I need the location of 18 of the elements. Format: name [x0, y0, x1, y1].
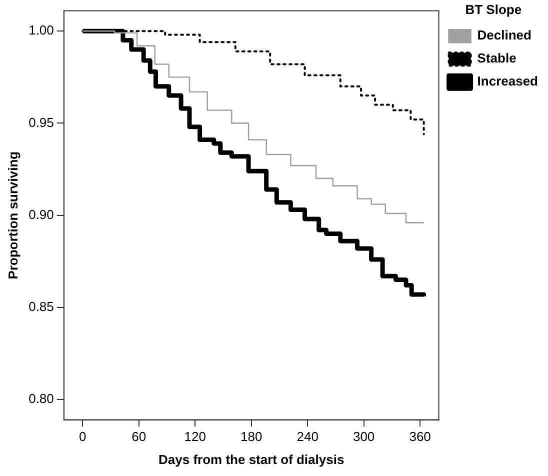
x-tick-label: 240 — [296, 429, 318, 444]
y-axis-title: Proportion surviving — [5, 151, 20, 280]
y-tick-label: 1.00 — [28, 22, 54, 38]
x-tick-label: 120 — [184, 429, 206, 444]
y-tick-label: 0.90 — [28, 206, 54, 222]
x-axis-title: Days from the start of dialysis — [158, 452, 344, 467]
y-tick-label: 0.95 — [28, 114, 54, 130]
x-tick-label: 60 — [132, 429, 146, 444]
y-tick-label: 0.85 — [28, 298, 54, 314]
x-tick-label: 0 — [79, 429, 86, 444]
legend-title: BT Slope — [465, 2, 522, 18]
legend-label: Declined — [477, 28, 532, 43]
legend-label: Increased — [477, 74, 538, 89]
x-tick-label: 180 — [240, 429, 262, 444]
legend-label: Stable — [477, 50, 516, 66]
x-tick-label: 360 — [409, 429, 431, 444]
x-tick-label: 300 — [352, 429, 375, 444]
y-tick-label: 0.80 — [28, 391, 54, 406]
